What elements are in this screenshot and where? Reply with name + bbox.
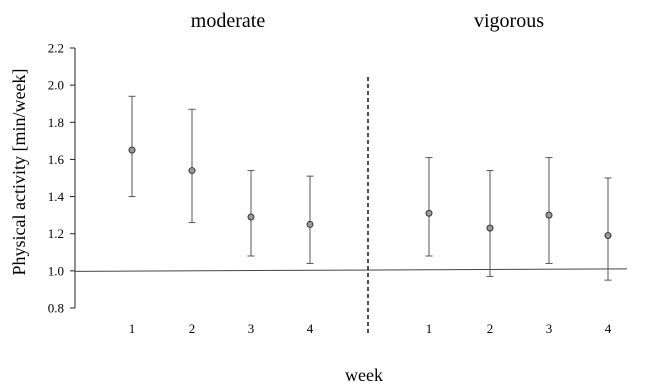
- data-point-group: [425, 157, 433, 257]
- y-tick-label: 1.4: [48, 189, 65, 204]
- x-tick-label: 2: [189, 321, 196, 336]
- y-tick-label: 2.0: [48, 78, 64, 93]
- x-tick-label: 3: [248, 321, 255, 336]
- y-tick-label: 0.8: [48, 301, 64, 316]
- data-point-group: [486, 170, 494, 277]
- data-point: [425, 209, 433, 217]
- data-point: [247, 213, 255, 221]
- x-axis-ticks: 1 2 3 4 1 2 3 4: [129, 321, 612, 336]
- data-point-group: [306, 175, 314, 264]
- data-point-group: [128, 95, 136, 198]
- data-point-group: [545, 157, 553, 264]
- data-point: [604, 232, 612, 240]
- x-tick-label: 3: [546, 321, 553, 336]
- y-tick-label: 1.2: [48, 226, 64, 241]
- data-point-group: [188, 108, 196, 224]
- x-tick-label: 1: [426, 321, 433, 336]
- data-point: [306, 220, 314, 228]
- x-tick-label: 1: [129, 321, 136, 336]
- x-tick-label: 4: [605, 321, 612, 336]
- y-tick-label: 2.2: [48, 41, 64, 56]
- y-tick-label: 1.6: [48, 152, 65, 167]
- reference-line: [74, 268, 628, 272]
- y-tick-label: 1.8: [48, 115, 64, 130]
- x-tick-label: 4: [307, 321, 314, 336]
- panel-title-moderate: moderate: [191, 10, 266, 32]
- x-axis-title: week: [345, 365, 383, 385]
- data-marks: [128, 95, 612, 281]
- data-point: [188, 167, 196, 175]
- y-axis-ticks: 0.8 1.0 1.2 1.4 1.6 1.8 2.0 2.2: [48, 41, 75, 316]
- data-point: [128, 146, 136, 154]
- y-tick-label: 1.0: [48, 263, 64, 278]
- data-point: [486, 224, 494, 232]
- x-tick-label: 2: [487, 321, 494, 336]
- data-point: [545, 211, 553, 219]
- data-point-group: [604, 177, 612, 281]
- y-axis-title: Physical activity [min/week]: [9, 69, 29, 276]
- data-point-group: [247, 170, 255, 257]
- panel-title-vigorous: vigorous: [474, 10, 544, 32]
